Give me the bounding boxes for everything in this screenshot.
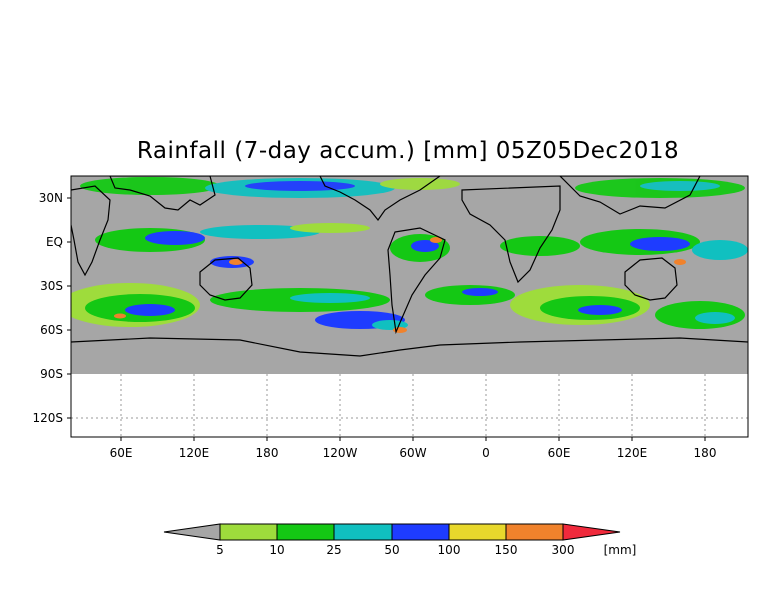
itcz-14 bbox=[674, 259, 686, 265]
itcz-13 bbox=[430, 237, 442, 243]
rain-band-north-3 bbox=[245, 181, 355, 191]
colorbar-segment bbox=[505, 523, 564, 541]
y-tick-label: 30N bbox=[39, 191, 63, 205]
colorbar-segment bbox=[333, 523, 393, 541]
colorbar-label: 25 bbox=[326, 543, 341, 557]
x-tick-label: 0 bbox=[482, 446, 490, 460]
x-tick-label: 60E bbox=[548, 446, 571, 460]
x-tick-label: 60W bbox=[399, 446, 426, 460]
colorbar-label: 100 bbox=[438, 543, 461, 557]
antarctica-outline bbox=[71, 337, 748, 357]
colorbar bbox=[163, 523, 621, 541]
africa-outline bbox=[71, 185, 111, 277]
grid-lines bbox=[71, 374, 748, 437]
y-tick-label: 120S bbox=[32, 411, 63, 425]
north-america-outline bbox=[319, 176, 442, 222]
y-tick-label: 30S bbox=[40, 279, 63, 293]
plot-frame bbox=[70, 175, 749, 438]
no-rain-background bbox=[71, 176, 748, 374]
storm-track-5 bbox=[290, 293, 370, 303]
x-tick-label: 60E bbox=[110, 446, 133, 460]
itcz-6 bbox=[411, 240, 439, 252]
asia-outline-right bbox=[559, 176, 701, 215]
x-axis bbox=[120, 437, 706, 441]
itcz-2 bbox=[145, 231, 205, 245]
storm-track-14 bbox=[695, 312, 735, 324]
rainfall-field bbox=[71, 176, 748, 374]
itcz-12 bbox=[229, 259, 243, 265]
rain-band-north-1 bbox=[80, 177, 220, 195]
colorbar-label: 50 bbox=[384, 543, 399, 557]
storm-track-12 bbox=[578, 305, 622, 315]
colorbar-unit: [mm] bbox=[604, 543, 637, 557]
colorbar-label: 300 bbox=[552, 543, 575, 557]
x-tick-label: 120E bbox=[179, 446, 210, 460]
colorbar-segment bbox=[219, 523, 278, 541]
y-tick-label: 90S bbox=[40, 367, 63, 381]
colorbar-label: 10 bbox=[269, 543, 284, 557]
storm-track-3 bbox=[125, 304, 175, 316]
australia-outline bbox=[199, 257, 253, 301]
rain-band-north-5 bbox=[640, 181, 720, 191]
colorbar-segment bbox=[391, 523, 450, 541]
itcz-7 bbox=[500, 236, 580, 256]
itcz-3 bbox=[200, 225, 320, 239]
colorbar-low-arrow bbox=[163, 523, 221, 541]
y-tick-label: EQ bbox=[46, 235, 63, 249]
colorbar-label: 150 bbox=[495, 543, 518, 557]
asia-outline bbox=[109, 176, 216, 211]
colorbar-segment bbox=[448, 523, 507, 541]
itcz-9 bbox=[630, 237, 690, 251]
map-title: Rainfall (7-day accum.) [mm] 05Z05Dec201… bbox=[136, 138, 680, 164]
y-tick-label: 60S bbox=[40, 323, 63, 337]
australia-outline-right bbox=[624, 257, 678, 301]
colorbar-label: 5 bbox=[216, 543, 224, 557]
rain-band-north-6 bbox=[380, 178, 460, 190]
storm-track-9 bbox=[462, 288, 498, 296]
x-tick-label: 120E bbox=[617, 446, 648, 460]
x-tick-label: 180 bbox=[694, 446, 717, 460]
colorbar-segment bbox=[276, 523, 335, 541]
south-america-outline bbox=[387, 227, 446, 335]
storm-track-16 bbox=[114, 313, 126, 319]
colorbar-high-arrow bbox=[562, 523, 621, 541]
itcz-4 bbox=[290, 223, 370, 233]
x-tick-label: 120W bbox=[323, 446, 358, 460]
africa-outline-right bbox=[461, 185, 561, 284]
y-axis bbox=[67, 197, 71, 419]
x-tick-label: 180 bbox=[256, 446, 279, 460]
itcz-10 bbox=[692, 240, 748, 260]
